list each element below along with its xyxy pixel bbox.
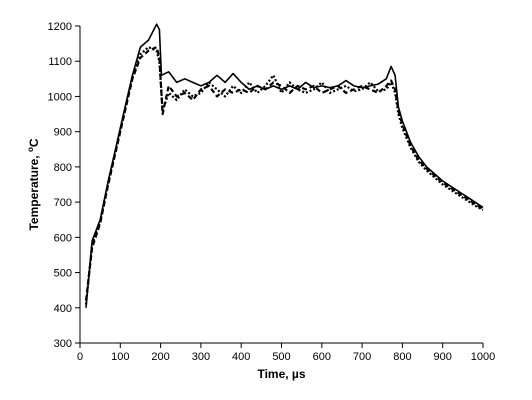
y-tick-label: 400 [54,303,72,315]
x-axis-ticks: 0 100 200 300 400 500 600 700 800 900 1000 [77,343,495,363]
x-tick-label: 600 [313,351,331,363]
y-axis-title-degree: o [26,147,35,152]
x-tick-label: 0 [77,351,83,363]
x-tick-label: 100 [111,351,129,363]
y-tick-label: 500 [54,268,72,280]
y-axis-title: Temperature, oC [26,138,41,230]
y-tick-label: 600 [54,232,72,244]
y-axis-ticks: 300 400 500 600 700 800 900 1000 1100 1200 [48,21,80,350]
y-axis-title-main: Temperature, [27,152,41,230]
x-tick-label: 800 [393,351,411,363]
x-tick-label: 900 [434,351,452,363]
series-layer [84,23,484,308]
y-tick-label: 700 [54,197,72,209]
x-tick-label: 200 [151,351,169,363]
x-tick-label: 300 [192,351,210,363]
x-axis-title: Time, µs [257,367,305,381]
y-tick-label: 1100 [48,56,72,68]
y-axis-title-unit: C [27,138,41,147]
x-tick-label: 700 [353,351,371,363]
x-tick-label: 500 [272,351,290,363]
x-tick-label: 1000 [471,351,495,363]
x-tick-label: 400 [232,351,250,363]
y-tick-label: 300 [54,338,72,350]
y-tick-label: 1000 [48,91,72,103]
y-tick-label: 900 [54,127,72,139]
y-tick-label: 1200 [48,21,72,33]
series-line-dashed [84,46,484,301]
y-tick-label: 800 [54,162,72,174]
series-line-dotted [84,46,484,305]
